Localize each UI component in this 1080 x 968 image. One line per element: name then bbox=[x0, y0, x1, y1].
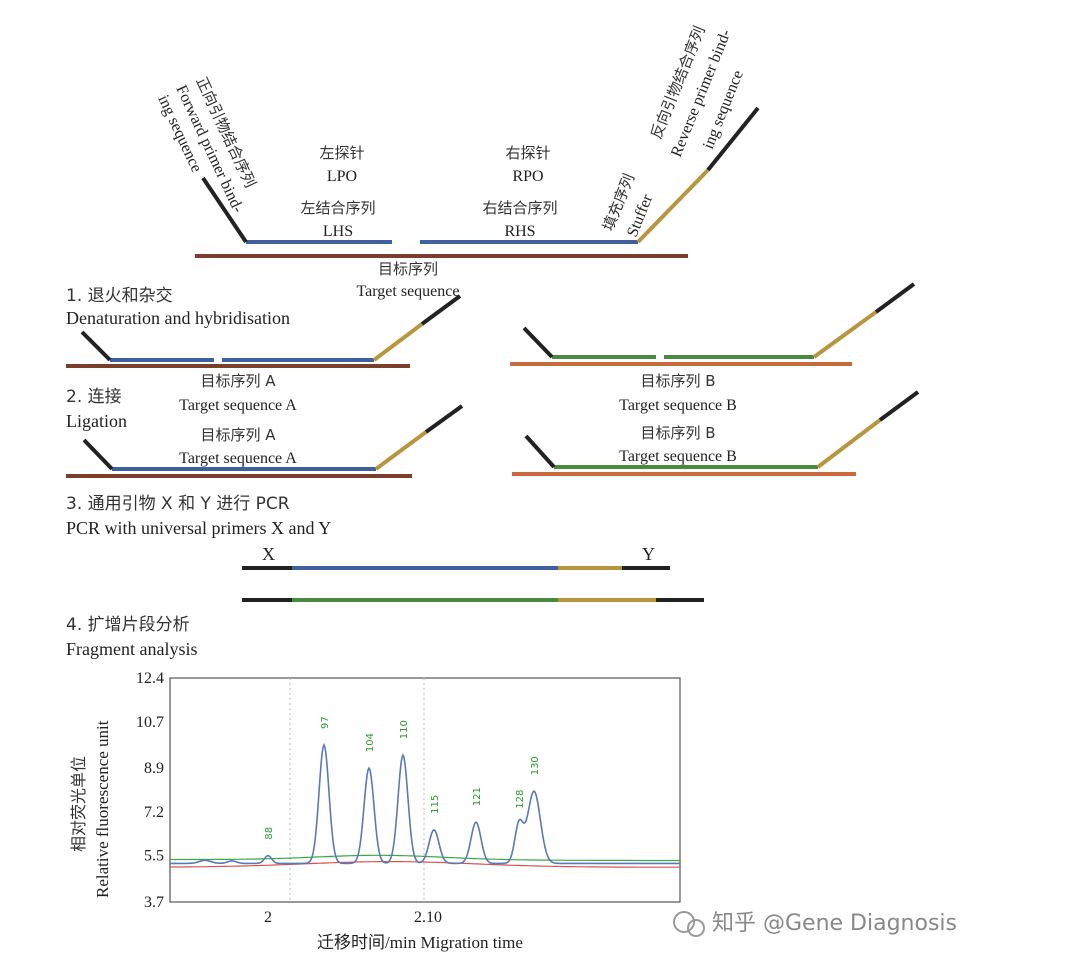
step2-probe-a bbox=[66, 404, 464, 478]
step4-title-cn: 4. 扩增片段分析 bbox=[66, 615, 190, 635]
peak-label: 88 bbox=[264, 827, 275, 840]
primer-x-label: X bbox=[262, 544, 275, 564]
step3-title-en: PCR with universal primers X and Y bbox=[66, 518, 331, 538]
rpo-label-cn: 右探针 bbox=[505, 144, 550, 162]
x-tick-label: 2 bbox=[264, 909, 272, 926]
step1-probe-b bbox=[510, 282, 916, 366]
step1-probe-a bbox=[66, 294, 462, 368]
red-trace bbox=[170, 861, 680, 868]
primer-y-label: Y bbox=[642, 544, 655, 564]
step1-title-cn: 1. 退火和杂交 bbox=[66, 286, 173, 306]
peak-label: 97 bbox=[320, 716, 331, 729]
lpo-label-en: LPO bbox=[327, 168, 357, 185]
step2-title-cn: 2. 连接 bbox=[66, 387, 122, 407]
step3-title-cn: 3. 通用引物 X 和 Y 进行 PCR bbox=[66, 494, 290, 514]
y-tick-label: 10.7 bbox=[136, 714, 164, 731]
y-tick-label: 3.7 bbox=[144, 894, 164, 911]
peak-label: 121 bbox=[472, 787, 483, 806]
peak-label: 110 bbox=[399, 720, 410, 739]
step2-target-a-cn: 目标序列 A bbox=[200, 426, 276, 444]
rhs-label-en: RHS bbox=[504, 223, 535, 240]
chart-frame bbox=[169, 677, 681, 903]
step2-target-a-en: Target sequence A bbox=[179, 450, 297, 467]
watermark-text: 知乎 @Gene Diagnosis bbox=[712, 911, 957, 936]
x-tick-label: 2.10 bbox=[414, 909, 442, 926]
y-tick-label: 8.9 bbox=[144, 760, 164, 777]
peak-label: 115 bbox=[430, 795, 441, 814]
peak-label: 128 bbox=[515, 790, 526, 809]
lhs-label-en: LHS bbox=[323, 223, 353, 240]
forward-primer-segment bbox=[201, 176, 248, 244]
step1-target-a-en: Target sequence A bbox=[179, 397, 297, 414]
step1-title-en: Denaturation and hybridisation bbox=[66, 308, 290, 328]
y-tick-label: 5.5 bbox=[144, 848, 164, 865]
step2-target-b-en: Target sequence B bbox=[619, 448, 737, 465]
blue-trace bbox=[170, 742, 680, 865]
step1-target-b-en: Target sequence B bbox=[619, 397, 737, 414]
watermark: 知乎 @Gene Diagnosis bbox=[673, 911, 957, 937]
step1-target-b-cn: 目标序列 B bbox=[640, 372, 715, 390]
step2-probe-b bbox=[512, 390, 920, 476]
reverse-primer-segment bbox=[706, 106, 760, 172]
probe-structure: 正向引物结合序列 Forward primer bind- ing sequen… bbox=[154, 23, 760, 300]
step1-target-a-cn: 目标序列 A bbox=[200, 372, 276, 390]
lpo-label-cn: 左探针 bbox=[319, 144, 364, 162]
rpo-label-en: RPO bbox=[512, 168, 543, 185]
peak-label: 104 bbox=[365, 733, 376, 752]
y-tick-label: 12.4 bbox=[136, 670, 164, 687]
step4-title-en: Fragment analysis bbox=[66, 639, 197, 659]
step2-title-en: Ligation bbox=[66, 411, 127, 431]
peak-label: 130 bbox=[530, 756, 541, 775]
rhs-label-cn: 右结合序列 bbox=[482, 199, 557, 217]
target-label-en: Target sequence bbox=[357, 283, 460, 300]
y-axis-label-cn: 相对荧光单位 bbox=[69, 756, 88, 852]
lhs-label-cn: 左结合序列 bbox=[300, 199, 375, 217]
target-label-cn: 目标序列 bbox=[378, 260, 438, 278]
stuffer-segment bbox=[636, 168, 710, 244]
y-axis-label-en: Relative fluorescence unit bbox=[93, 720, 112, 898]
y-tick-label: 7.2 bbox=[144, 804, 164, 821]
fragment-chart: 12.4 10.7 8.9 7.2 5.5 3.7 2 2.10 88 97 104 110 115… bbox=[69, 670, 681, 952]
step2-target-b-cn: 目标序列 B bbox=[640, 424, 715, 442]
x-axis-label: 迁移时间/min Migration time bbox=[317, 933, 523, 952]
